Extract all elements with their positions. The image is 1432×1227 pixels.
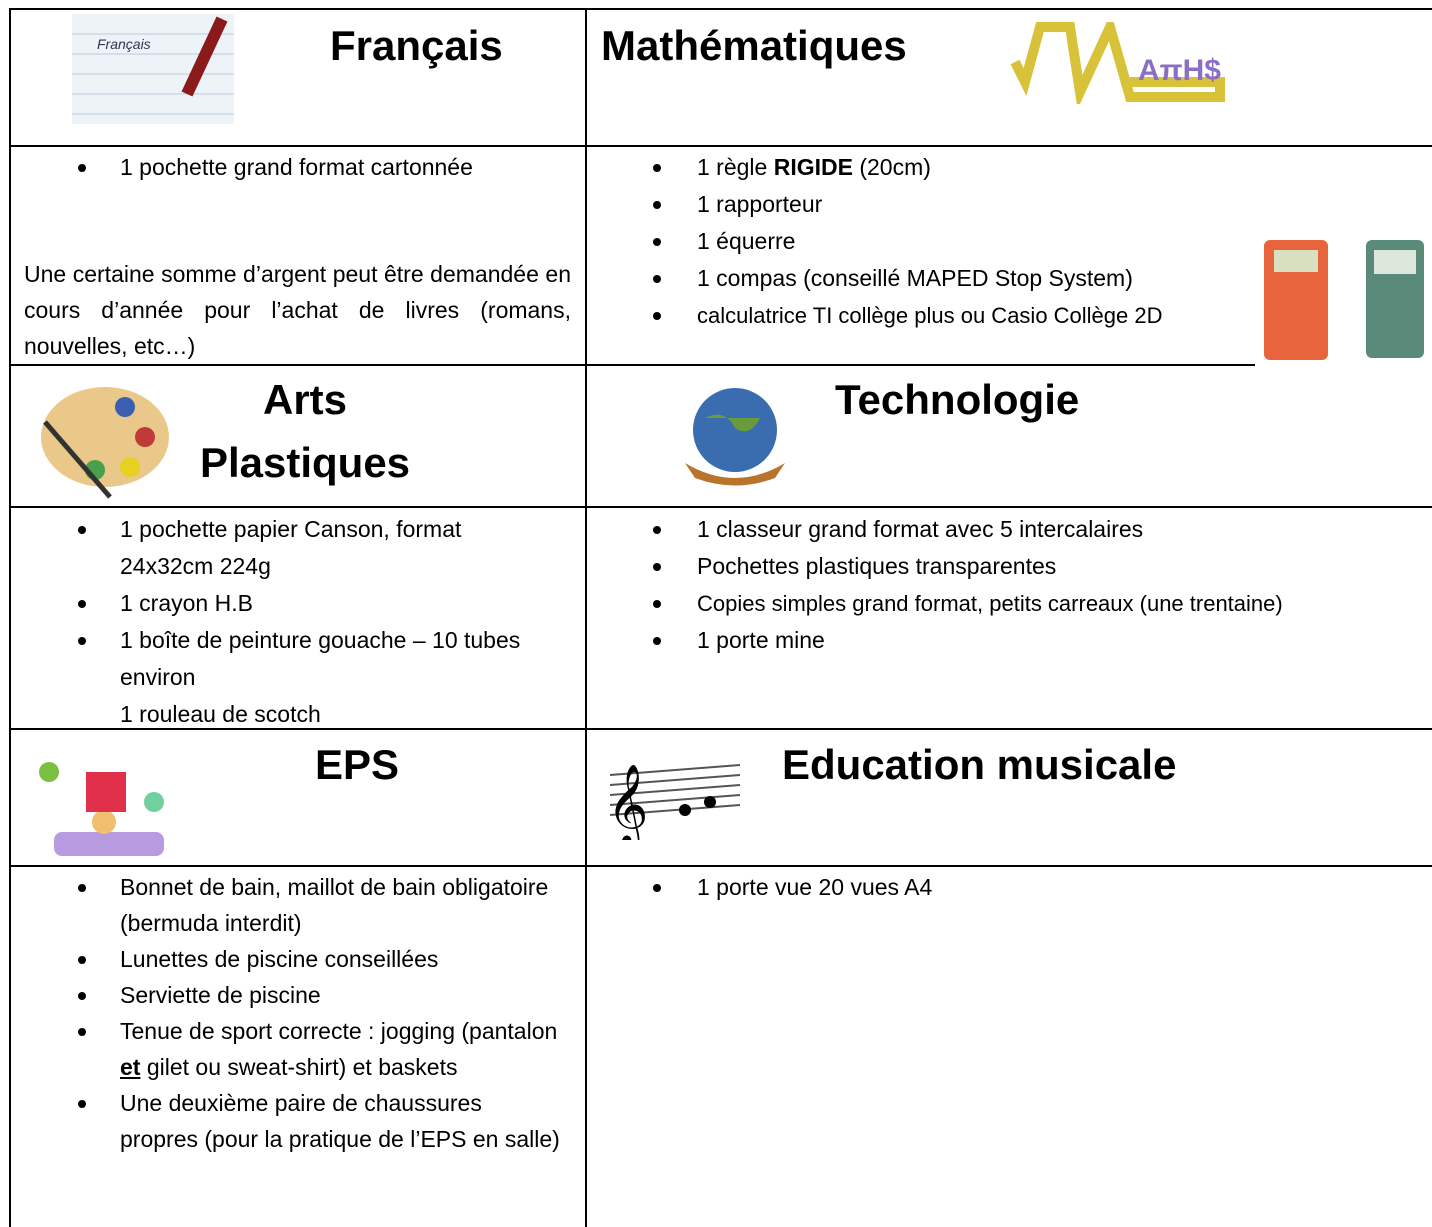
subject-title: Education musicale <box>782 741 1177 788</box>
arts-image <box>41 387 169 499</box>
subject-title: Mathématiques <box>601 22 907 69</box>
emphasis: et <box>120 1054 141 1080</box>
subject-title: EPS <box>315 741 400 788</box>
supply-item: 1 porte vue 20 vues A4 <box>653 869 1427 906</box>
border <box>10 728 1432 730</box>
subject-title: Arts Plastiques <box>199 376 411 486</box>
supply-item: 1 crayon H.B <box>78 585 540 622</box>
supply-item: Une deuxième paire de chaussures propres… <box>78 1085 560 1157</box>
calculators-image <box>1264 240 1424 360</box>
text: 1 règle <box>697 154 774 180</box>
supply-list: 1 classeur grand format avec 5 intercala… <box>653 511 1427 659</box>
border <box>10 145 1432 147</box>
supply-item: Lunettes de piscine conseillées <box>78 941 560 977</box>
note: Une certaine somme d’argent peut être de… <box>24 261 571 359</box>
svg-text:Français: Français <box>97 36 151 52</box>
supply-list: 1 règle RIGIDE (20cm) 1 rapporteur 1 équ… <box>653 149 1257 334</box>
technologie-image <box>685 388 785 486</box>
text: 1 rouleau de scotch <box>120 701 321 727</box>
supply-item: 1 rapporteur <box>653 186 1257 223</box>
supply-extra: 1 rouleau de scotch <box>120 696 540 733</box>
supply-item: 1 porte mine <box>653 622 1427 659</box>
supply-item: 1 classeur grand format avec 5 intercala… <box>653 511 1427 548</box>
supply-item: Serviette de piscine <box>78 977 560 1013</box>
border <box>10 865 1432 867</box>
supply-item: Bonnet de bain, maillot de bain obligato… <box>78 869 560 941</box>
musique-image: 𝄞 <box>607 764 741 840</box>
border <box>10 8 1432 10</box>
text: Tenue de sport correcte : jogging (panta… <box>120 1018 558 1044</box>
svg-text:AπH$: AπH$ <box>1138 54 1221 87</box>
supply-item: 1 équerre <box>653 223 1257 260</box>
supply-item: Tenue de sport correcte : jogging (panta… <box>78 1013 560 1085</box>
supply-list: Bonnet de bain, maillot de bain obligato… <box>78 869 560 1157</box>
eps-image <box>39 762 164 856</box>
maths-image: AπH$ <box>1010 22 1225 104</box>
border <box>10 506 1432 508</box>
supply-item: 1 règle RIGIDE (20cm) <box>653 149 1257 186</box>
emphasis: RIGIDE <box>773 154 853 180</box>
supply-list: 1 porte vue 20 vues A4 <box>653 869 1427 906</box>
supply-item: 1 pochette grand format cartonnée <box>78 149 570 186</box>
text: gilet ou sweat-shirt) et baskets <box>140 1054 458 1080</box>
francais-image: Français <box>72 14 234 124</box>
supply-item: calculatrice TI collège plus ou Casio Co… <box>653 297 1257 334</box>
supply-list: 1 pochette grand format cartonnée <box>78 149 570 186</box>
supply-item: Pochettes plastiques transparentes <box>653 548 1427 585</box>
border <box>9 8 11 1227</box>
supply-item: 1 boîte de peinture gouache – 10 tubes e… <box>78 622 540 696</box>
supply-item: 1 pochette papier Canson, format 24x32cm… <box>78 511 540 585</box>
border <box>10 364 1255 366</box>
subject-title: Technologie <box>835 376 1080 423</box>
svg-text:𝄞: 𝄞 <box>607 765 648 840</box>
subject-title: Français <box>330 22 503 69</box>
border <box>585 8 587 1227</box>
supply-item: Copies simples grand format, petits carr… <box>653 585 1427 622</box>
text: (20cm) <box>852 154 931 180</box>
supply-item: 1 compas (conseillé MAPED Stop System) <box>653 260 1257 297</box>
supply-list: 1 pochette papier Canson, format 24x32cm… <box>78 511 540 733</box>
